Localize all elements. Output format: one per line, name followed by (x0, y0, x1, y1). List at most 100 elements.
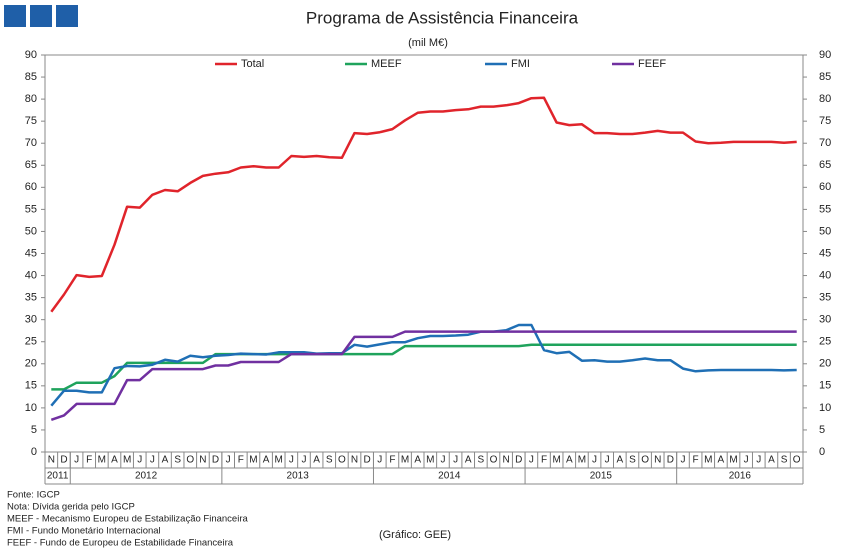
x-tick-label: J (592, 455, 597, 466)
x-tick-label: M (123, 455, 131, 466)
x-tick-label: D (212, 455, 219, 466)
y-tick-label: 5 (31, 424, 37, 436)
y2-tick-label: 5 (819, 424, 825, 436)
x-tick-label: S (174, 455, 181, 466)
year-label: 2013 (287, 471, 310, 482)
x-tick-label: F (389, 455, 395, 466)
year-label: 2016 (729, 471, 752, 482)
y2-tick-label: 0 (819, 446, 825, 458)
x-tick-label: J (150, 455, 155, 466)
source: (Gráfico: GEE) (379, 529, 451, 541)
x-tick-label: J (605, 455, 610, 466)
note: Nota: Dívida gerida pelo IGCP (7, 502, 135, 513)
y2-tick-label: 15 (819, 380, 831, 392)
x-tick-label: A (313, 455, 320, 466)
x-tick-label: F (86, 455, 92, 466)
y-tick-label: 45 (25, 247, 37, 259)
x-tick-label: N (502, 455, 509, 466)
year-label: 2011 (47, 471, 69, 482)
x-tick-label: N (654, 455, 661, 466)
x-tick-label: O (490, 455, 498, 466)
x-tick-label: J (440, 455, 445, 466)
x-tick-label: M (578, 455, 586, 466)
x-tick-label: M (729, 455, 737, 466)
legend-label: MEEF (371, 58, 402, 70)
legend-label: FMI (511, 58, 530, 70)
series-line (51, 343, 797, 391)
logo-square (30, 5, 52, 27)
plot-area (44, 54, 804, 453)
x-tick-label: D (60, 455, 67, 466)
x-tick-label: J (756, 455, 761, 466)
x-tick-label: J (289, 455, 294, 466)
x-tick-label: A (414, 455, 421, 466)
legend-label: Total (241, 58, 264, 70)
x-tick-label: A (616, 455, 623, 466)
note: MEEF - Mecanismo Europeu de Estabilizaçã… (7, 514, 248, 525)
y-tick-label: 10 (25, 402, 37, 414)
x-tick-label: A (111, 455, 118, 466)
note: Fonte: IGCP (7, 490, 60, 501)
x-tick-label: J (226, 455, 231, 466)
y2-tick-label: 35 (819, 292, 831, 304)
year-label: 2015 (590, 471, 613, 482)
y2-tick-label: 20 (819, 358, 831, 370)
y2-tick-label: 25 (819, 336, 831, 348)
x-tick-label: S (478, 455, 485, 466)
note: FEEF - Fundo de Europeu de Estabilidade … (7, 538, 234, 549)
x-tick-label: J (529, 455, 534, 466)
y2-tick-label: 85 (819, 71, 831, 83)
x-tick-label: J (377, 455, 382, 466)
y-tick-label: 50 (25, 225, 37, 237)
y-tick-label: 65 (25, 159, 37, 171)
x-tick-label: N (48, 455, 55, 466)
logo-square (4, 5, 26, 27)
x-tick-label: O (793, 455, 801, 466)
x-tick-label: A (263, 455, 270, 466)
x-tick-label: A (768, 455, 775, 466)
legend-label: FEEF (638, 58, 666, 70)
y2-tick-label: 80 (819, 93, 831, 105)
logo-square (56, 5, 78, 27)
x-tick-label: O (641, 455, 649, 466)
x-tick-label: A (162, 455, 169, 466)
y-tick-label: 15 (25, 380, 37, 392)
y-tick-label: 25 (25, 336, 37, 348)
y2-tick-label: 90 (819, 49, 831, 61)
y-tick-label: 30 (25, 314, 37, 326)
y2-tick-label: 60 (819, 181, 831, 193)
y-tick-label: 80 (25, 93, 37, 105)
chart-subtitle: (mil M€) (408, 37, 448, 49)
x-tick-label: O (186, 455, 194, 466)
x-tick-label: O (338, 455, 346, 466)
x-tick-label: M (401, 455, 409, 466)
x-tick-label: J (74, 455, 79, 466)
y2-tick-label: 50 (819, 225, 831, 237)
x-tick-label: J (137, 455, 142, 466)
y2-tick-label: 30 (819, 314, 831, 326)
y-tick-label: 35 (25, 292, 37, 304)
x-tick-label: D (667, 455, 674, 466)
x-tick-label: S (326, 455, 333, 466)
x-tick-label: J (301, 455, 306, 466)
x-tick-label: F (238, 455, 244, 466)
x-tick-label: N (351, 455, 358, 466)
x-tick-label: S (629, 455, 636, 466)
x-tick-label: D (364, 455, 371, 466)
x-tick-label: M (275, 455, 283, 466)
x-tick-label: S (781, 455, 788, 466)
y-tick-label: 40 (25, 269, 37, 281)
y2-tick-label: 10 (819, 402, 831, 414)
y2-tick-label: 70 (819, 137, 831, 149)
x-tick-label: J (453, 455, 458, 466)
x-tick-label: M (98, 455, 106, 466)
x-tick-label: F (541, 455, 547, 466)
series-line (50, 323, 797, 407)
x-tick-label: A (566, 455, 573, 466)
series-line (50, 96, 797, 313)
y2-tick-label: 65 (819, 159, 831, 171)
y2-tick-label: 55 (819, 203, 831, 215)
y-tick-label: 85 (25, 71, 37, 83)
year-label: 2012 (135, 471, 158, 482)
